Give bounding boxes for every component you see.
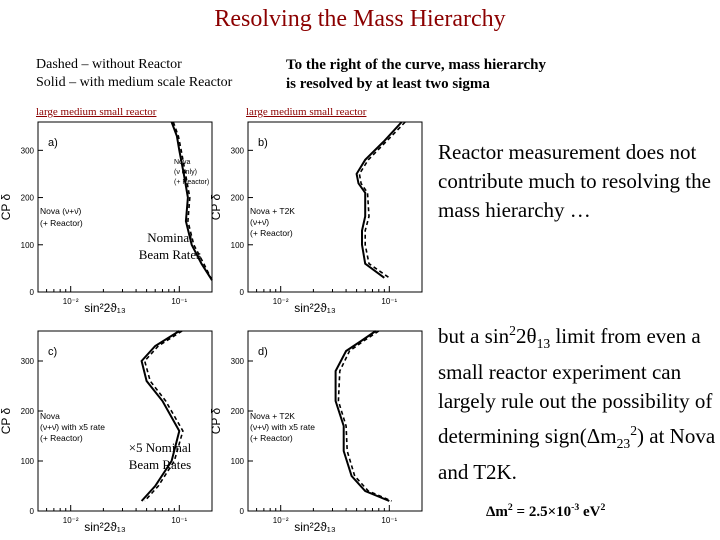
plot-frame <box>37 330 213 512</box>
x-tick-label: 10⁻¹ <box>381 297 397 306</box>
y-tick-label: 300 <box>231 146 245 155</box>
y-axis-label: CP δ <box>0 193 13 220</box>
y-tick-label: 300 <box>21 357 35 366</box>
panel-label: c) <box>48 346 57 358</box>
curve-without-reactor <box>143 330 184 502</box>
beam-rate-annotation: Nominal <box>147 230 193 245</box>
legend-entry: (ν+ν̄) with x5 rate <box>250 422 315 432</box>
side-text-limit: but a sin22θ13 limit from even a small r… <box>438 323 716 485</box>
legend-entry: Nova + T2K <box>250 206 295 216</box>
y-tick-label: 200 <box>21 407 35 416</box>
x-axis-label: sin²2ϑ₁₃ <box>294 301 336 315</box>
x-tick-label: 10⁻² <box>273 516 289 525</box>
y-axis-label: CP δ <box>210 193 223 220</box>
panel-label: d) <box>258 346 268 358</box>
beam-rate-annotation: Beam Rates <box>139 247 201 262</box>
legend-entry: (+ Reactor) <box>250 228 293 238</box>
y-tick-label: 300 <box>21 146 35 155</box>
reactor-size-label-left: large medium small reactor <box>36 106 157 118</box>
y-tick-label: 100 <box>21 241 35 250</box>
curve-note-line2: is resolved by at least two sigma <box>286 76 490 92</box>
y-tick-label: 200 <box>231 194 245 203</box>
curve-note-line1: To the right of the curve, mass hierarch… <box>286 57 546 73</box>
chart-panel-b: 0 100 200 300 10⁻² 10⁻¹ sin²2ϑ₁₃ CP δ b) Nova + T… <box>210 121 423 315</box>
y-tick-label: 100 <box>231 241 245 250</box>
mass-splitting-footer: Δm2 = 2.5×10-3 eV2 <box>486 502 606 520</box>
legend-entry: Nova <box>174 159 190 166</box>
legend-entry: Nova <box>40 411 60 421</box>
x-tick-label: 10⁻² <box>63 297 79 306</box>
y-tick-label: 0 <box>30 507 35 516</box>
legend-entry: (+ Reactor) <box>40 433 83 443</box>
curve-with-reactor <box>170 121 213 281</box>
chart-panel-a: 0 100 200 300 10⁻² 10⁻¹ sin²2ϑ₁₃ CP δ a) Nova (ν+… <box>0 121 213 315</box>
legend-entry: Nova + T2K <box>250 411 295 421</box>
curve-without-reactor <box>172 121 213 281</box>
legend-entry: (+ Reactor) <box>174 179 209 186</box>
curve-note: To the right of the curve, mass hierarch… <box>286 56 546 94</box>
x-tick-label: 10⁻¹ <box>381 516 397 525</box>
legend-dashed-text: Dashed – without Reactor <box>36 57 182 72</box>
y-axis-label: CP δ <box>0 407 13 434</box>
y-tick-label: 100 <box>231 457 245 466</box>
y-axis-label: CP δ <box>210 407 223 434</box>
legend-entry: (+ Reactor) <box>250 433 293 443</box>
chart-panel-d: 0 100 200 300 10⁻² 10⁻¹ sin²2ϑ₁₃ CP δ d) Nova + T… <box>210 330 423 534</box>
x-tick-label: 10⁻² <box>273 297 289 306</box>
panel-label: a) <box>48 137 58 149</box>
y-tick-label: 200 <box>231 407 245 416</box>
curve-without-reactor <box>358 121 406 279</box>
curve-with-reactor <box>140 330 181 502</box>
line-style-legend: Dashed – without Reactor Solid – with me… <box>36 56 232 92</box>
y-tick-label: 100 <box>21 457 35 466</box>
side-text-reactor: Reactor measurement does not contribute … <box>438 140 711 222</box>
slide-title: Resolving the Mass Hierarchy <box>214 6 506 32</box>
reactor-size-label-right: large medium small reactor <box>246 106 367 118</box>
plot-frame <box>247 330 423 512</box>
legend-solid-text: Solid – with medium scale Reactor <box>36 75 233 90</box>
curve-with-reactor <box>334 330 390 502</box>
curve-with-reactor <box>355 121 403 279</box>
legend-entry: (ν+ν̄) with x5 rate <box>40 422 105 432</box>
legend-entry: (ν+ν̄) <box>250 217 269 227</box>
plot-frame <box>247 121 423 293</box>
y-tick-label: 200 <box>21 194 35 203</box>
legend-entry: (+ Reactor) <box>40 218 83 228</box>
x-tick-label: 10⁻¹ <box>171 297 187 306</box>
x-axis-label: sin²2ϑ₁₃ <box>84 520 126 534</box>
x-tick-label: 10⁻² <box>63 516 79 525</box>
y-tick-label: 0 <box>240 288 245 297</box>
legend-entry: Nova (ν+ν̄) <box>40 206 81 216</box>
y-tick-label: 0 <box>30 288 35 297</box>
curve-without-reactor <box>337 330 392 502</box>
plot-frame <box>37 121 213 293</box>
x-axis-label: sin²2ϑ₁₃ <box>84 301 126 315</box>
x-tick-label: 10⁻¹ <box>171 516 187 525</box>
beam-rate-annotation: ×5 Nominal <box>129 440 192 455</box>
y-tick-label: 300 <box>231 357 245 366</box>
x-axis-label: sin²2ϑ₁₃ <box>294 520 336 534</box>
panel-label: b) <box>258 137 268 149</box>
chart-panel-c: 0 100 200 300 10⁻² 10⁻¹ sin²2ϑ₁₃ CP δ c) Nova(ν+ν… <box>0 330 213 534</box>
legend-entry: (ν only) <box>174 169 197 176</box>
y-tick-label: 0 <box>240 507 245 516</box>
beam-rate-annotation: Beam Rates <box>129 457 191 472</box>
